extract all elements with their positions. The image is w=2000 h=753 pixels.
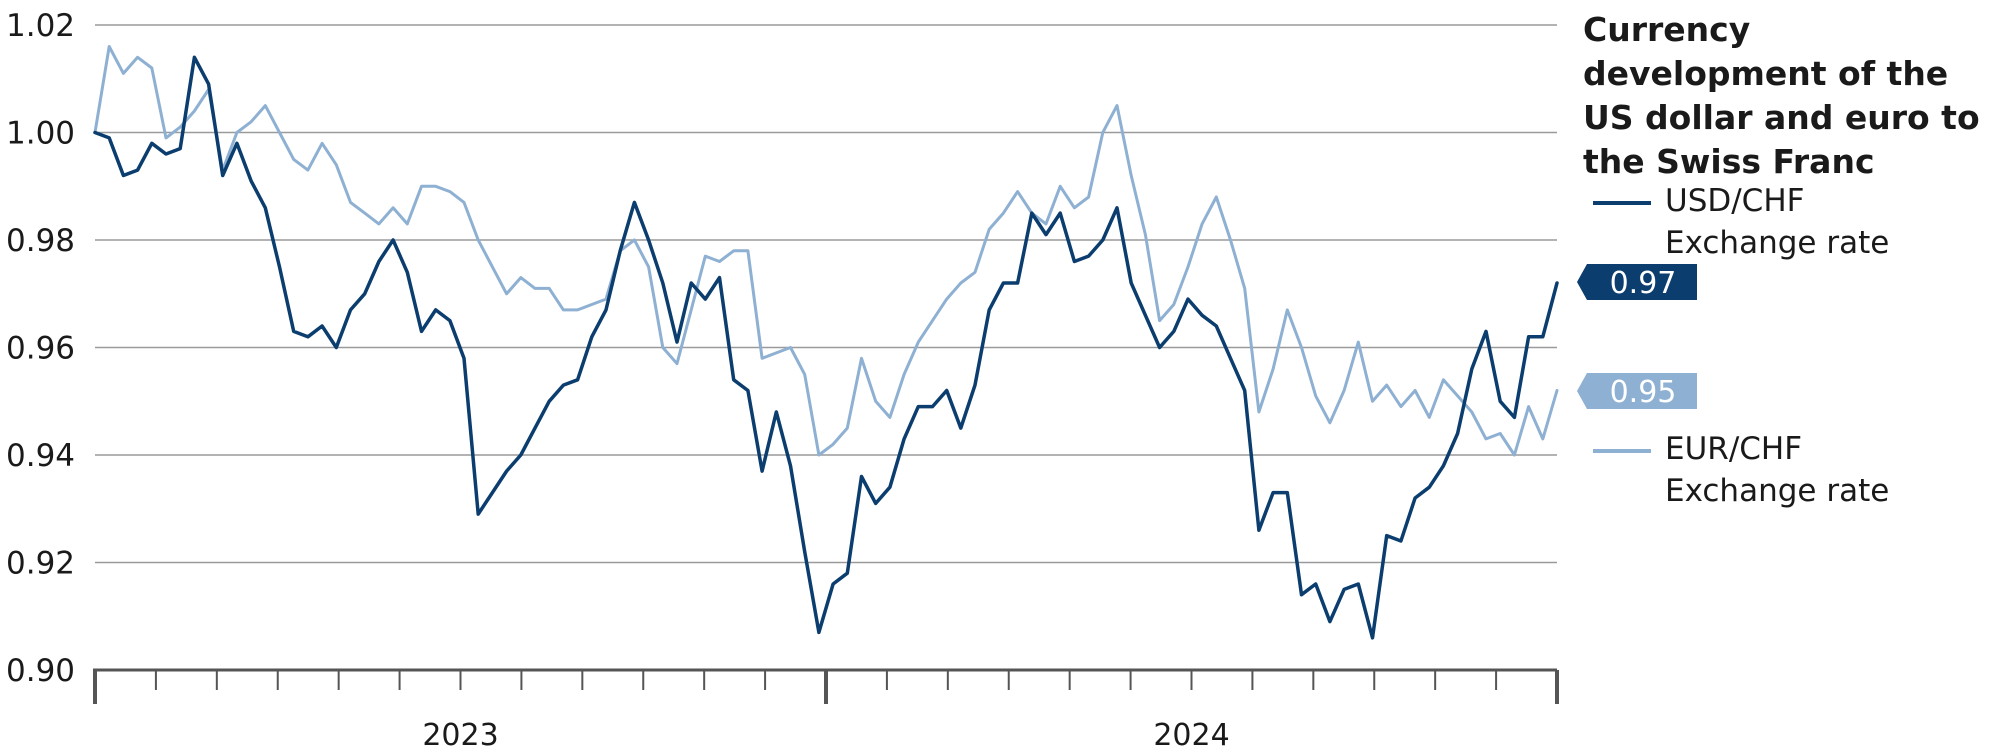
x-axis: 2023 2024 [93, 668, 1559, 753]
end-label-eur-bg [1577, 373, 1697, 409]
y-tick-label: 0.98 [6, 223, 75, 259]
legend-item-eur: EUR/CHF Exchange rate [1593, 428, 1993, 509]
end-label-eur: 0.95 [1577, 373, 1697, 410]
legend-label-usd: USD/CHF Exchange rate [1665, 183, 1890, 261]
y-tick-label: 0.96 [6, 331, 75, 367]
end-label-usd: 0.97 [1577, 264, 1697, 301]
series-line-eur-chf [93, 45, 1559, 457]
y-tick-label: 1.00 [6, 116, 75, 152]
end-label-eur-text: 0.95 [1610, 375, 1677, 410]
legend-label-eur: EUR/CHF Exchange rate [1665, 431, 1890, 509]
end-label-usd-bg [1577, 264, 1697, 300]
legend-swatch-eur [1593, 449, 1651, 453]
y-tick-label: 1.02 [6, 8, 75, 44]
y-tick-label: 0.90 [6, 653, 75, 689]
end-label-usd-text: 0.97 [1610, 266, 1677, 301]
series-line-usd-chf [93, 55, 1559, 640]
x-year-label: 2023 [422, 718, 498, 753]
end-value-labels: 0.97 0.95 [1577, 264, 1697, 410]
legend-item-usd: USD/CHF Exchange rate [1593, 180, 1993, 261]
y-tick-label: 0.94 [6, 438, 75, 474]
chart-title: Currency development of the US dollar an… [1583, 10, 1980, 181]
y-tick-label: 0.92 [6, 546, 75, 582]
x-year-label: 2024 [1153, 718, 1229, 753]
series-lines [93, 45, 1559, 640]
legend-swatch-usd [1593, 201, 1651, 205]
grid-lines [95, 24, 1557, 564]
y-axis-tick-labels: 1.02 1.00 0.98 0.96 0.94 0.92 0.90 [6, 8, 75, 689]
